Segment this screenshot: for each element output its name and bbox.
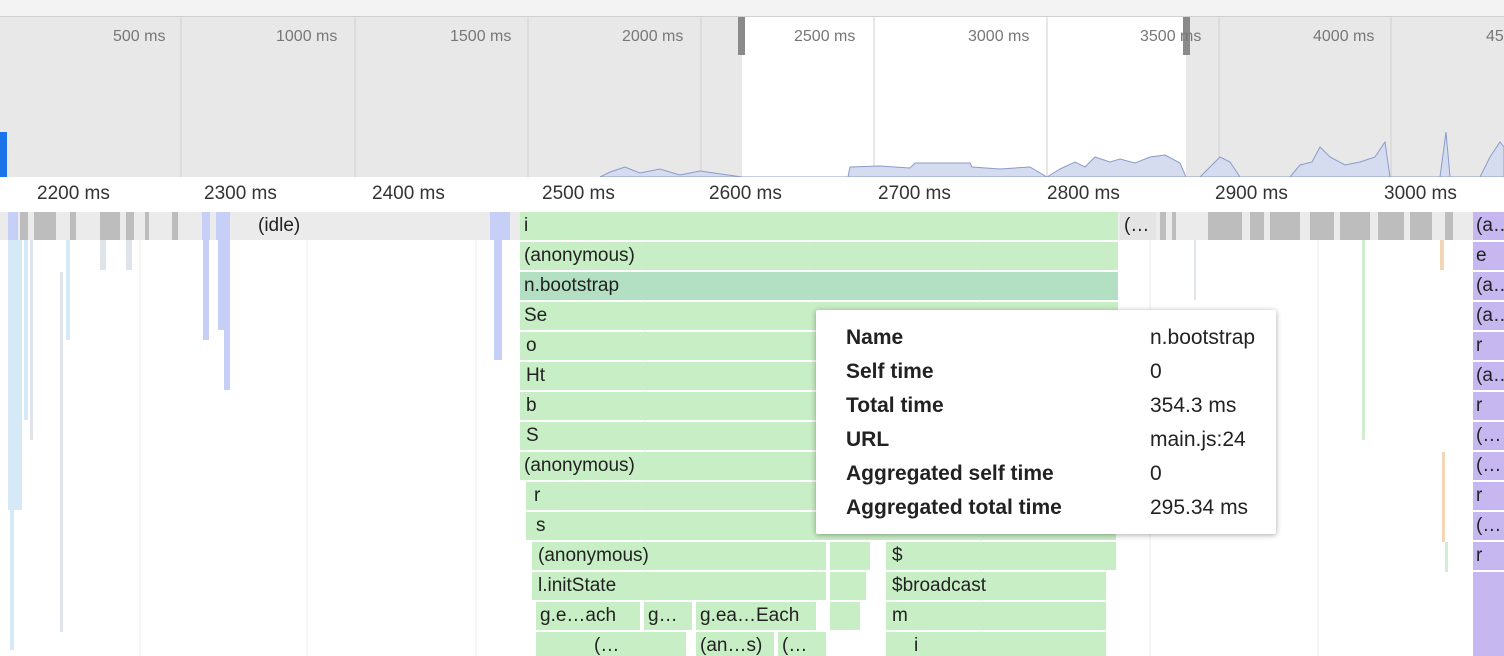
flame-frame-label[interactable]: g.ea…Each bbox=[700, 605, 800, 626]
overview-tick: 3000 ms bbox=[968, 28, 1030, 45]
overview-tick: 3500 ms bbox=[1140, 28, 1202, 45]
ruler-tick: 2700 ms bbox=[878, 183, 951, 204]
flame-frame-label[interactable]: r bbox=[1476, 395, 1483, 416]
overview-tick: 2000 ms bbox=[622, 28, 684, 45]
tooltip-key: Aggregated self time bbox=[846, 462, 1054, 485]
flame-frame-label[interactable]: Ht bbox=[526, 365, 545, 386]
flame-frame-label[interactable]: (anonymous) bbox=[524, 455, 635, 476]
flame-frame-label[interactable]: (anonymous) bbox=[538, 545, 649, 566]
flame-frame-label[interactable]: Se bbox=[524, 305, 548, 326]
flame-frame-label[interactable]: g.e…ach bbox=[540, 605, 617, 626]
time-ruler: 2200 ms 2300 ms 2400 ms 2500 ms 2600 ms … bbox=[0, 177, 1504, 213]
ruler-tick: 2800 ms bbox=[1047, 183, 1120, 204]
tooltip-key: URL bbox=[846, 428, 890, 451]
flame-frame-label[interactable]: (an…s) bbox=[700, 635, 763, 656]
tooltip-value: n.bootstrap bbox=[1150, 326, 1256, 349]
flame-frame-label[interactable]: S bbox=[526, 425, 539, 446]
tooltip-key: Self time bbox=[846, 360, 934, 383]
flame-frame-selected bbox=[520, 272, 1118, 300]
flame-frame-label[interactable]: (a… bbox=[1476, 365, 1504, 386]
overview-tick: 45 bbox=[1486, 28, 1504, 45]
flame-frame-label[interactable]: b bbox=[526, 395, 537, 416]
flame-chart-canvas bbox=[0, 212, 1504, 656]
flame-frame-label[interactable]: n.bootstrap bbox=[524, 275, 620, 296]
flame-frame-label[interactable]: i bbox=[524, 215, 529, 236]
overview-tick: 2500 ms bbox=[794, 28, 856, 45]
ruler-tick: 2200 ms bbox=[37, 183, 110, 204]
flame-frame-label[interactable]: r bbox=[1476, 335, 1483, 356]
frame-details-tooltip: Name n.bootstrap Self time 0 Total time … bbox=[816, 310, 1276, 534]
selection-right-handle bbox=[1183, 17, 1190, 55]
tooltip-row-name: Name n.bootstrap bbox=[846, 326, 1255, 350]
selection-left-handle bbox=[738, 17, 745, 55]
tooltip-value: main.js:24 bbox=[1150, 428, 1246, 451]
tooltip-row-total-time: Total time 354.3 ms bbox=[846, 394, 1236, 418]
ruler-tick: 3000 ms bbox=[1384, 183, 1457, 204]
flame-frame-label[interactable]: (… bbox=[1476, 515, 1502, 536]
tooltip-value: 0 bbox=[1150, 360, 1162, 383]
ruler-tick: 2600 ms bbox=[709, 183, 782, 204]
flame-frame-label[interactable]: g… bbox=[648, 605, 678, 626]
flame-frame-label[interactable]: (… bbox=[1124, 215, 1150, 236]
tooltip-value: 295.34 ms bbox=[1150, 496, 1249, 519]
overview-selection-window bbox=[742, 17, 1186, 177]
tooltip-key: Aggregated total time bbox=[846, 496, 1062, 519]
ruler-tick: 2300 ms bbox=[204, 183, 277, 204]
ruler-tick: 2500 ms bbox=[542, 183, 615, 204]
flame-frame-label[interactable]: (a… bbox=[1476, 305, 1504, 326]
flame-frame-label[interactable]: o bbox=[526, 335, 537, 356]
flame-chart[interactable]: (idle) i (… (anonymous) n.bootstrap Se o… bbox=[0, 212, 1504, 656]
tooltip-row-aggregated-total-time: Aggregated total time 295.34 ms bbox=[846, 496, 1248, 520]
flame-frame-label[interactable]: (a… bbox=[1476, 275, 1504, 296]
flame-frame-label[interactable]: (… bbox=[594, 635, 620, 656]
overview-tick: 1500 ms bbox=[450, 28, 512, 45]
flame-frame-label[interactable]: e bbox=[1476, 245, 1487, 266]
flame-frame-label[interactable]: (… bbox=[1476, 425, 1502, 446]
tooltip-value: 354.3 ms bbox=[1150, 394, 1237, 417]
tooltip-key: Name bbox=[846, 326, 904, 349]
tooltip-row-self-time: Self time 0 bbox=[846, 360, 1162, 384]
tooltip-row-url: URL main.js:24 bbox=[846, 428, 1246, 452]
timeline-overview[interactable]: 500 ms 1000 ms 1500 ms 2000 ms 2500 ms 3… bbox=[0, 17, 1504, 177]
idle-frame-label[interactable]: (idle) bbox=[258, 215, 301, 236]
flame-frame-label[interactable]: (… bbox=[1476, 455, 1502, 476]
tooltip-row-aggregated-self-time: Aggregated self time 0 bbox=[846, 462, 1162, 486]
ruler-tick: 2400 ms bbox=[372, 183, 445, 204]
overview-grid bbox=[180, 17, 1392, 177]
flame-frame-label[interactable]: r bbox=[534, 485, 541, 506]
flame-frame-label[interactable]: r bbox=[1476, 485, 1483, 506]
flame-frame-label[interactable]: (anonymous) bbox=[524, 245, 635, 266]
overview-graph bbox=[180, 17, 1504, 177]
flame-frame-label[interactable]: (… bbox=[782, 635, 808, 656]
overview-tick: 4000 ms bbox=[1313, 28, 1375, 45]
flame-frame-label[interactable]: i bbox=[914, 635, 919, 656]
flame-frame-label[interactable]: m bbox=[892, 605, 908, 626]
overview-tick: 1000 ms bbox=[276, 28, 338, 45]
flame-frame-label[interactable]: $ bbox=[892, 545, 903, 566]
cpu-activity-area bbox=[599, 131, 1504, 177]
flame-frame-label[interactable]: r bbox=[1476, 545, 1483, 566]
flame-frame-label[interactable]: (a… bbox=[1476, 215, 1504, 236]
flame-frame-i bbox=[520, 212, 1118, 240]
tooltip-key: Total time bbox=[846, 394, 944, 417]
panel-accent-bar bbox=[0, 132, 7, 177]
flame-frame-label[interactable]: s bbox=[536, 515, 546, 536]
flame-frame-label[interactable]: $broadcast bbox=[892, 575, 987, 596]
tooltip-value: 0 bbox=[1150, 462, 1162, 485]
ruler-tick: 2900 ms bbox=[1215, 183, 1288, 204]
overview-tick: 500 ms bbox=[113, 28, 166, 45]
top-toolbar-strip bbox=[0, 0, 1504, 17]
flame-frame-label[interactable]: l.initState bbox=[538, 575, 617, 596]
flame-purple-column bbox=[1473, 212, 1504, 656]
